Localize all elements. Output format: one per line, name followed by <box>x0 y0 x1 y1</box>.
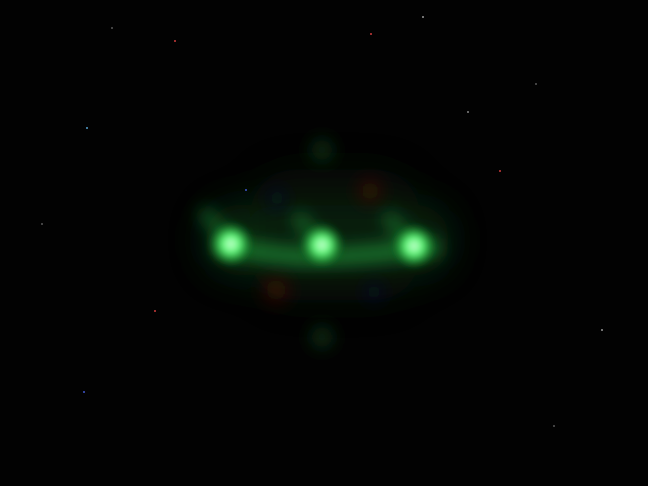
main-bright-spots <box>207 220 438 270</box>
faint-blue-right-spot <box>356 274 392 310</box>
left-bright-spot <box>207 220 255 268</box>
center-bright-spot <box>298 221 346 269</box>
faint-blue-left-spot <box>259 180 295 216</box>
right-bright-spot <box>390 222 438 270</box>
faint-red-lower-spot <box>254 268 298 312</box>
faint-red-upper-spot <box>350 171 390 211</box>
sensor-noise <box>41 16 603 427</box>
faint-diffraction-blobs <box>254 132 392 355</box>
faint-lower-green-spot <box>304 319 340 355</box>
faint-upper-green-spot <box>304 132 340 168</box>
